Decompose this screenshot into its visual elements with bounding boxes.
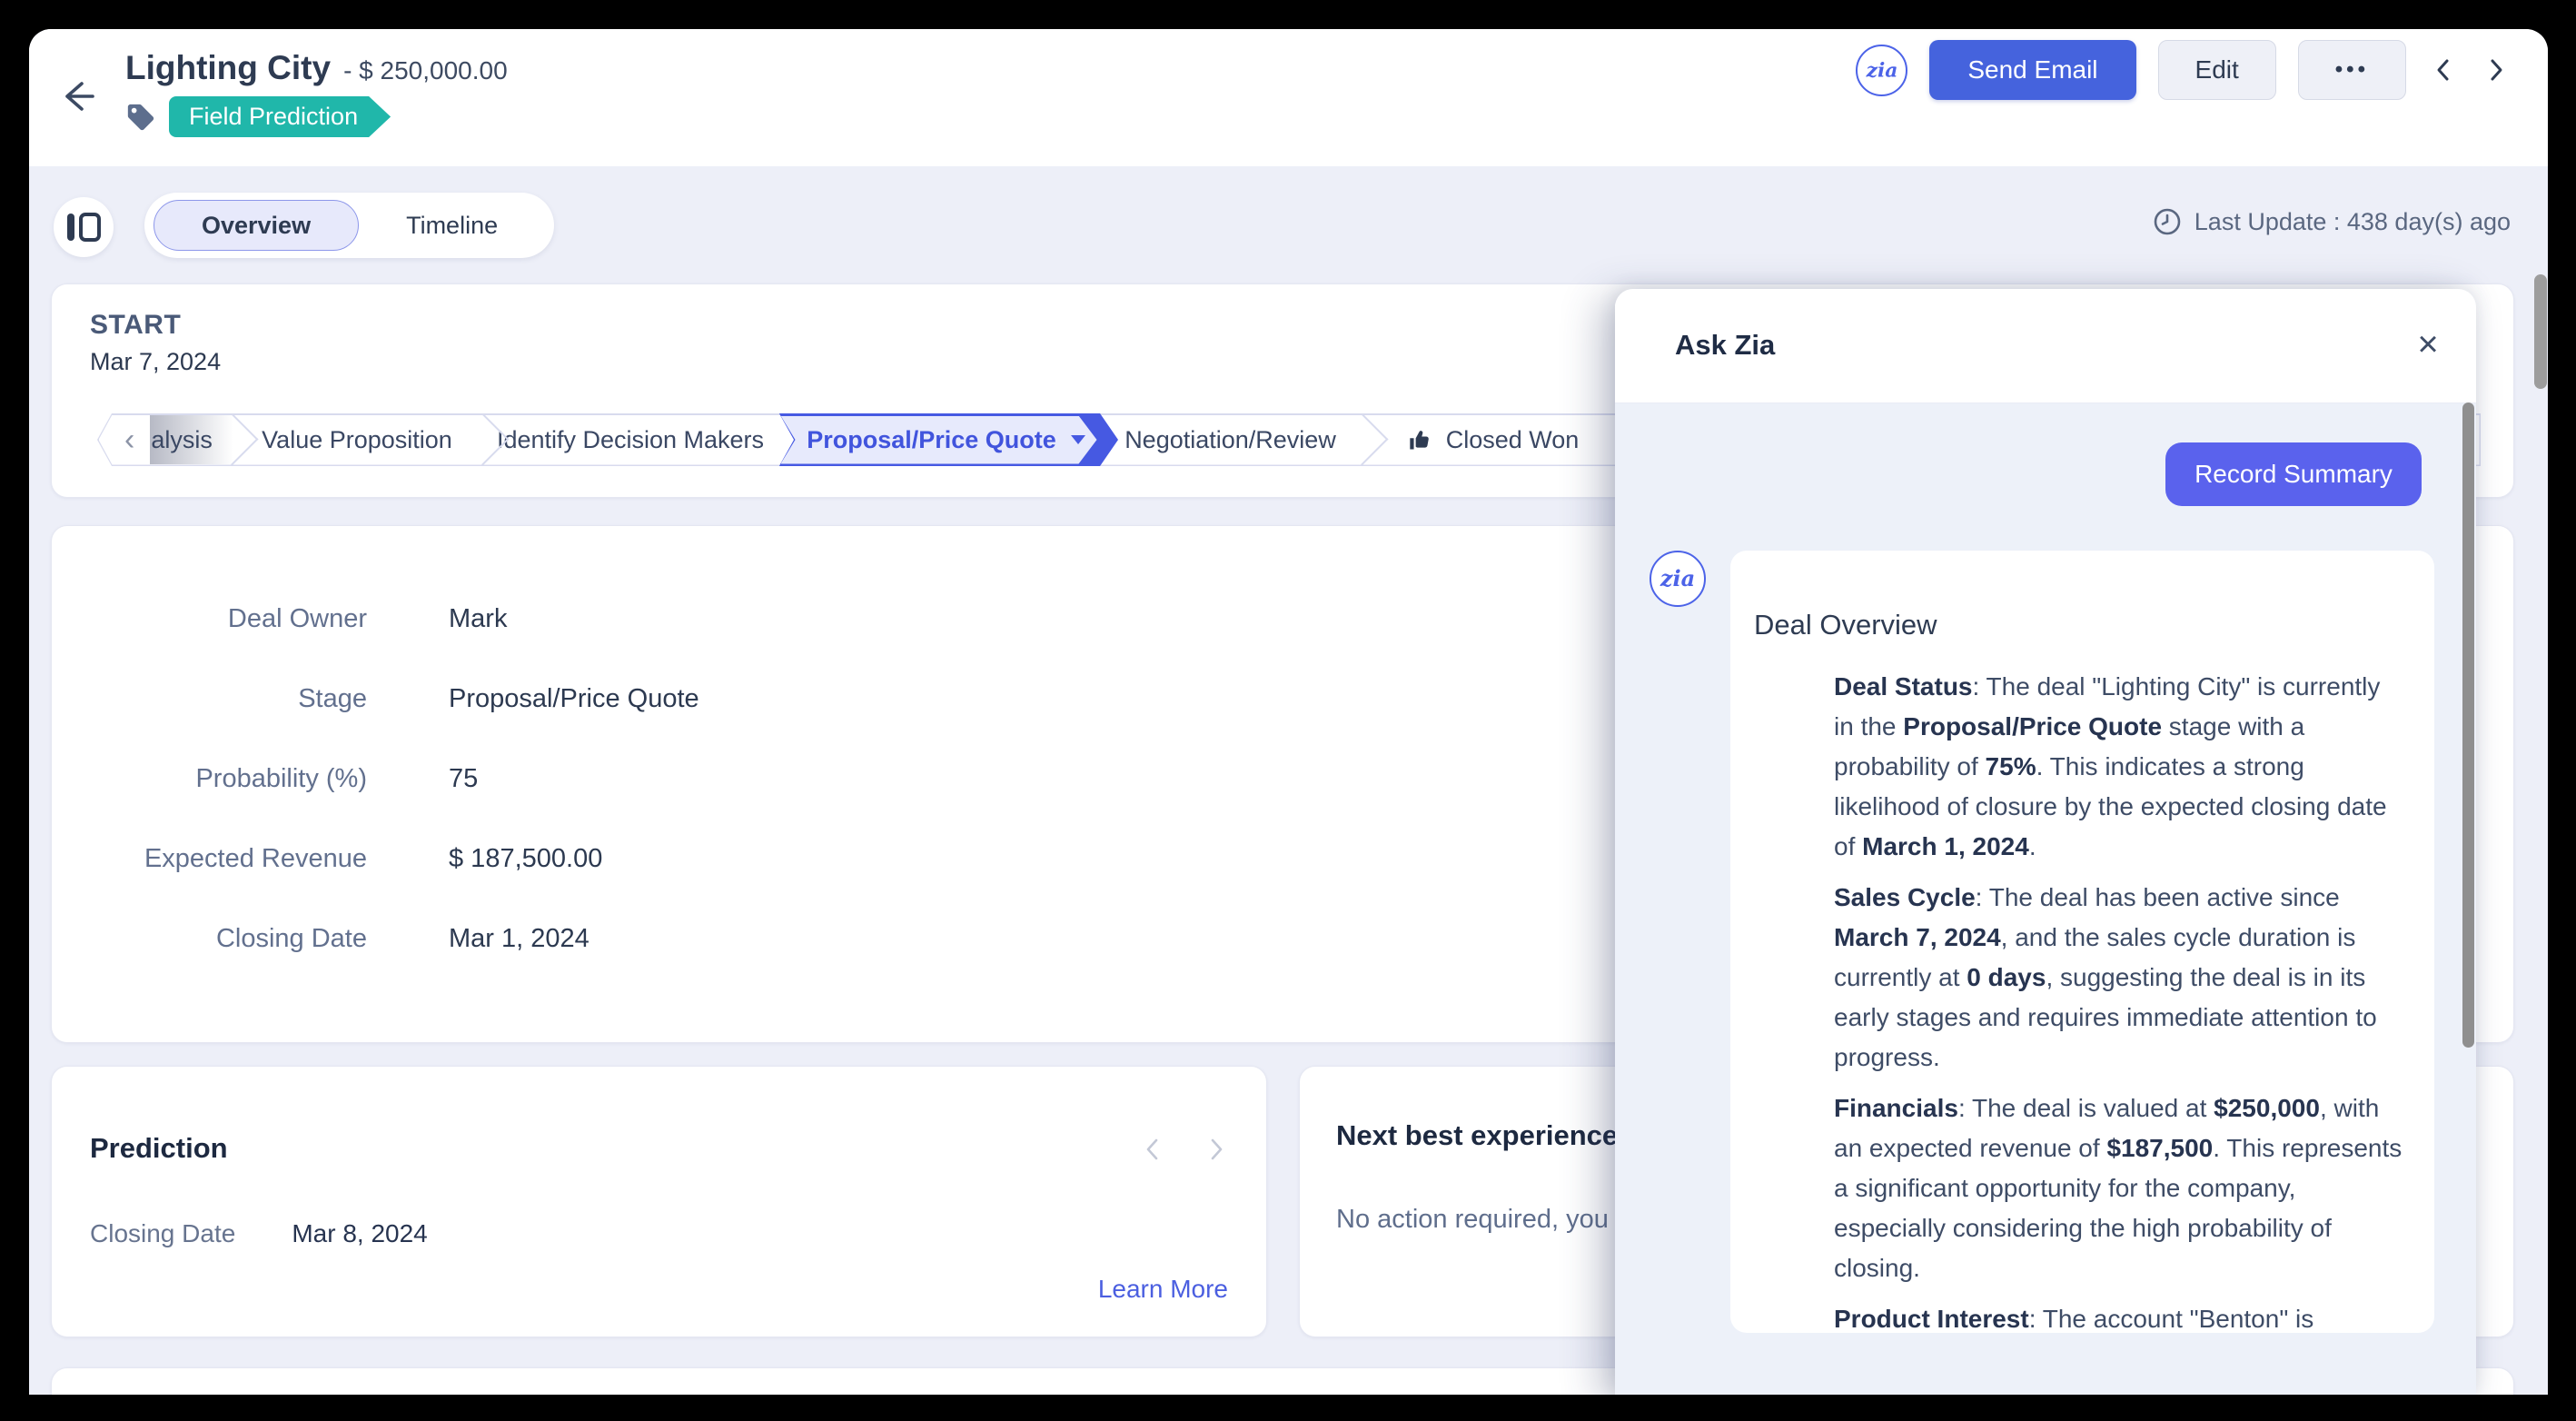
prediction-next-icon[interactable] xyxy=(1204,1138,1228,1161)
next-best-title: Next best experience xyxy=(1336,1119,1619,1151)
zia-paragraph: Deal Status: The deal "Lighting City" is… xyxy=(1834,672,2387,860)
stage-alysis[interactable]: ‹ alysis xyxy=(97,413,259,466)
tab-overview[interactable]: Overview xyxy=(154,200,360,251)
detail-row-closing-date: Closing Date Mar 1, 2024 xyxy=(52,899,2513,979)
field-label: Probability (%) xyxy=(195,763,367,793)
stage-proposal-price-quote[interactable]: Proposal/Price Quote xyxy=(778,413,1099,466)
detail-row-probability-: Probability (%) 75 xyxy=(52,739,2513,819)
next-best-text: No action required, you xyxy=(1336,1205,1609,1234)
view-tabs: Overview Timeline xyxy=(144,193,555,258)
zia-paragraph: Sales Cycle: The deal has been active si… xyxy=(1834,883,2377,1071)
ask-zia-header: Ask Zia × xyxy=(1615,289,2476,402)
chevron-down-icon[interactable] xyxy=(1070,435,1085,444)
detail-row-stage: Stage Proposal/Price Quote xyxy=(52,659,2513,739)
field-value[interactable]: Mar 1, 2024 xyxy=(449,923,590,953)
svg-text:zia: zia xyxy=(1865,59,1897,83)
prediction-field-value: Mar 8, 2024 xyxy=(292,1219,428,1247)
prediction-prev-icon[interactable] xyxy=(1141,1138,1164,1161)
last-update-text: Last Update : 438 day(s) ago xyxy=(2194,207,2511,235)
field-prediction-badge: Field Prediction xyxy=(169,96,391,137)
page-scrollbar[interactable] xyxy=(2534,274,2547,389)
detail-row-deal-owner: Deal Owner Mark xyxy=(52,579,2513,659)
close-icon[interactable]: × xyxy=(2417,323,2439,364)
record-summary-button[interactable]: Record Summary xyxy=(2165,442,2422,506)
app-window: Lighting City - $ 250,000.00 Field Predi… xyxy=(29,29,2548,1395)
stage-start-label: START xyxy=(90,310,182,340)
stage-value-proposition[interactable]: Value Proposition xyxy=(232,413,510,466)
zia-message-card: Deal Overview Deal Status: The deal "Lig… xyxy=(1730,551,2434,1333)
detail-row-expected-revenue: Expected Revenue $ 187,500.00 xyxy=(52,819,2513,899)
prediction-field-row: Closing Date Mar 8, 2024 xyxy=(90,1219,428,1248)
zia-card-title: Deal Overview xyxy=(1754,609,1937,641)
field-label: Expected Revenue xyxy=(144,843,367,873)
previous-record-button[interactable] xyxy=(2428,55,2459,85)
stage-start-date: Mar 7, 2024 xyxy=(90,348,222,375)
stage-scroll-left-icon[interactable]: ‹ xyxy=(124,422,135,457)
compare-panel-button[interactable] xyxy=(54,197,114,257)
tag-icon xyxy=(127,104,154,130)
field-label: Stage xyxy=(298,683,367,713)
prediction-title: Prediction xyxy=(90,1132,228,1164)
stage-negotiation-review[interactable]: Negotiation/Review xyxy=(1099,413,1389,466)
next-record-button[interactable] xyxy=(2481,55,2512,85)
field-value[interactable]: $ 187,500.00 xyxy=(449,843,603,873)
back-button[interactable] xyxy=(56,76,96,116)
last-update: Last Update : 438 day(s) ago xyxy=(2153,207,2511,236)
stage-identify-decision-makers[interactable]: Identify Decision Makers xyxy=(496,425,765,453)
panel-icon xyxy=(66,214,74,241)
tab-timeline[interactable]: Timeline xyxy=(406,211,499,239)
prediction-field-label: Closing Date xyxy=(90,1219,236,1247)
field-value[interactable]: Proposal/Price Quote xyxy=(449,683,699,713)
zia-summary-text: Deal Status: The deal "Lighting City" is… xyxy=(1834,667,2406,1333)
field-value[interactable]: Mark xyxy=(449,603,508,633)
field-value[interactable]: 75 xyxy=(449,763,479,793)
back-arrow-icon xyxy=(65,82,94,111)
record-header: Lighting City - $ 250,000.00 Field Predi… xyxy=(29,29,2548,166)
edit-button[interactable]: Edit xyxy=(2157,40,2276,100)
prediction-card: Prediction Closing Date Mar 8, 2024 Lear… xyxy=(51,1066,1267,1337)
svg-text:zia: zia xyxy=(1660,565,1695,591)
field-label: Closing Date xyxy=(215,923,367,953)
zia-paragraph: Financials: The deal is valued at $250,0… xyxy=(1834,1094,2403,1282)
stage-closed-won[interactable]: Closed Won xyxy=(1362,413,1652,466)
zia-icon: zia xyxy=(1660,565,1695,591)
zia-icon: zia xyxy=(1865,59,1897,83)
ellipsis-icon: ••• xyxy=(2334,57,2369,82)
zia-avatar: zia xyxy=(1650,551,1706,607)
field-label: Deal Owner xyxy=(227,603,367,633)
thumbs-up-icon xyxy=(1410,431,1429,450)
deal-amount: - $ 250,000.00 xyxy=(343,56,508,84)
send-email-button[interactable]: Send Email xyxy=(1929,40,2136,100)
zia-paragraph: Product Interest: The account "Benton" i… xyxy=(1834,1305,2314,1333)
ask-zia-panel: Record Summary zia Deal Overview Deal St… xyxy=(1615,289,2476,1395)
zia-button[interactable]: zia xyxy=(1856,44,1908,96)
learn-more-link[interactable]: Learn More xyxy=(1097,1275,1228,1303)
clock-icon xyxy=(2154,208,2181,235)
panel-scrollbar[interactable] xyxy=(2462,402,2474,1048)
more-actions-button[interactable]: ••• xyxy=(2297,40,2406,100)
ask-zia-title: Ask Zia xyxy=(1675,329,1776,361)
record-title-block: Lighting City - $ 250,000.00 Field Predi… xyxy=(125,49,508,137)
page-title: Lighting City xyxy=(125,49,332,86)
